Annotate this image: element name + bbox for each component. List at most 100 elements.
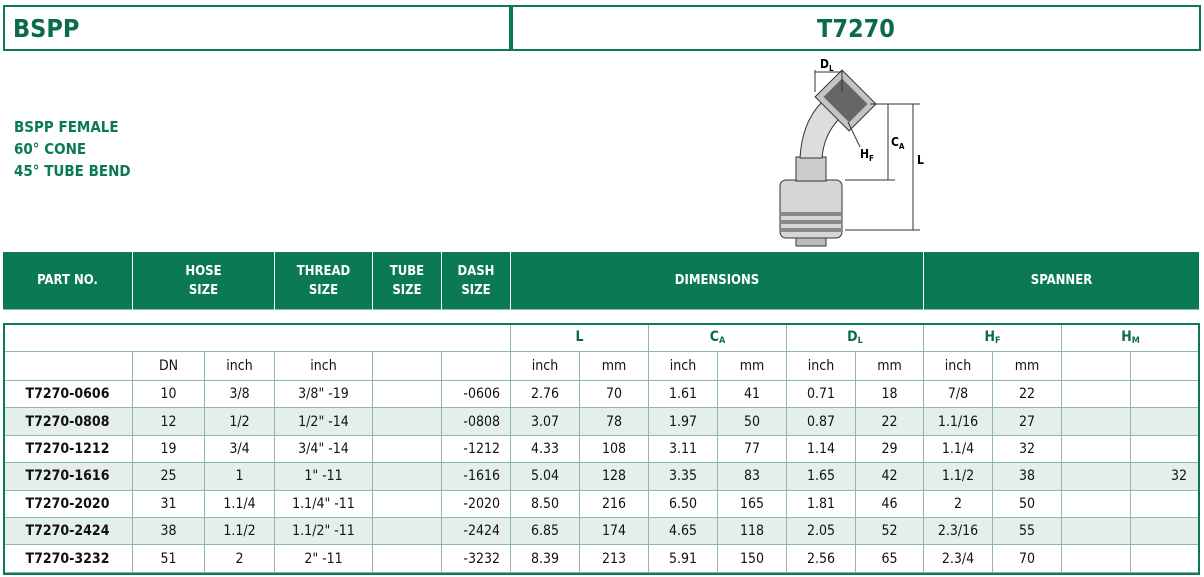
table-cell (373, 463, 442, 491)
header-text: SIZE (461, 282, 491, 298)
table-cell: mm (856, 352, 924, 381)
table-cell: 1.1/2" -11 (275, 518, 373, 546)
cell-text: 2.3/4 (941, 550, 975, 567)
cell-text: 216 (601, 495, 627, 512)
cell-text: 1.61 (668, 386, 698, 403)
group-sub: M (1131, 336, 1140, 346)
description-line: BSPP FEMALE (14, 118, 119, 136)
table-cell: 1.14 (787, 435, 856, 464)
table-cell: DN (133, 352, 205, 381)
table-cell: -0606 (442, 381, 511, 409)
table-cell: SPANNER (924, 252, 1200, 310)
table-cell: 50 (993, 490, 1062, 518)
subheader: mm (877, 358, 902, 374)
table-cell: 1.1/2 (924, 463, 993, 491)
table-cell: 2.3/16 (924, 518, 993, 546)
group-label: H (1121, 329, 1132, 345)
table-cell: 51 (133, 545, 205, 573)
group-sub: L (857, 336, 863, 346)
table-cell (1062, 408, 1131, 436)
subheader: DN (158, 358, 179, 374)
table-cell: 1" -11 (275, 463, 373, 491)
table-cell: 7/8 (924, 381, 993, 409)
cell-text: 32 (1018, 440, 1036, 457)
subheader: mm (739, 358, 765, 374)
table-cell: 3.11 (649, 435, 718, 464)
header-text: SIZE (188, 282, 219, 298)
table-cell: 4.65 (649, 518, 718, 546)
group-label: C (709, 329, 719, 345)
table-cell: -2424 (442, 518, 511, 546)
cell-text: T7270-0606 (25, 386, 110, 403)
cell-text: 5.91 (668, 550, 698, 567)
table-cell (373, 545, 442, 573)
table-cell: 8.39 (511, 545, 580, 573)
description-line: 60° CONE (14, 140, 87, 158)
table-cell: 2" -11 (275, 545, 373, 573)
table-cell: inch (205, 352, 275, 381)
table-cell: 8.50 (511, 490, 580, 518)
header-text: SPANNER (1030, 273, 1093, 288)
diagram-label: CA (891, 135, 905, 151)
table-cell: 4.33 (511, 435, 580, 464)
cell-text: 50 (1018, 495, 1036, 512)
group-label: H (984, 329, 995, 345)
cell-text: 1.1/2" -11 (292, 523, 355, 540)
cell-text: 38 (1018, 468, 1036, 485)
table-cell (1062, 518, 1131, 546)
cell-text: 70 (1018, 550, 1036, 567)
table-cell: 1.1/2 (205, 518, 275, 546)
cell-text: 31 (160, 495, 177, 512)
header-text: HOSE (185, 263, 222, 279)
cell-text: 52 (881, 523, 898, 540)
table-cell: DIMENSIONS (511, 252, 924, 310)
table-cell: 2.56 (787, 545, 856, 573)
table-cell: 12 (133, 408, 205, 436)
cell-text: 51 (160, 550, 177, 567)
header-text: DASH (457, 263, 495, 279)
cell-text: 1.1/4 (941, 440, 975, 457)
table-cell: 2 (205, 545, 275, 573)
cell-text: 27 (1018, 413, 1036, 430)
cell-text: 42 (881, 468, 898, 485)
table-cell: HOSE SIZE (133, 252, 275, 310)
table-cell: 1.61 (649, 381, 718, 409)
cell-text: 2.3/16 (937, 523, 979, 540)
cell-text: 2.56 (806, 550, 836, 567)
cell-text: 1/2 (229, 413, 250, 430)
table-cell: 150 (718, 545, 787, 573)
table-cell: 108 (580, 435, 649, 464)
table-cell: T7270-2424 (3, 518, 133, 546)
cell-text: 2 (235, 550, 244, 567)
cell-text: 41 (743, 386, 761, 403)
table-cell: 27 (993, 408, 1062, 436)
diagram-label: DL (820, 57, 834, 73)
table-cell: 2.76 (511, 381, 580, 409)
cell-text: 174 (601, 523, 627, 540)
table-cell: inch (924, 352, 993, 381)
table-cell: 128 (580, 463, 649, 491)
cell-text: 0.87 (806, 413, 836, 430)
table-cell (3, 352, 133, 381)
table-cell: 3/4 (205, 435, 275, 464)
cell-text: 4.33 (530, 440, 560, 457)
table-cell: 6.50 (649, 490, 718, 518)
table-cell: 3/8 (205, 381, 275, 409)
table-cell (373, 352, 442, 381)
table-cell: 216 (580, 490, 649, 518)
cell-text: T7270-2424 (25, 523, 110, 540)
table-cell: 70 (993, 545, 1062, 573)
cell-text: -0808 (463, 413, 500, 430)
table-cell (1131, 408, 1200, 436)
table-cell: inch (649, 352, 718, 381)
table-cell: -1212 (442, 435, 511, 464)
table-cell: 2.05 (787, 518, 856, 546)
table-cell: 42 (856, 463, 924, 491)
cell-text: 1/2" -14 (298, 413, 349, 430)
header-text: SIZE (308, 282, 339, 298)
cell-text: -3232 (463, 550, 500, 567)
table-cell: T7270-1616 (3, 463, 133, 491)
cell-text: 4.65 (668, 523, 698, 540)
